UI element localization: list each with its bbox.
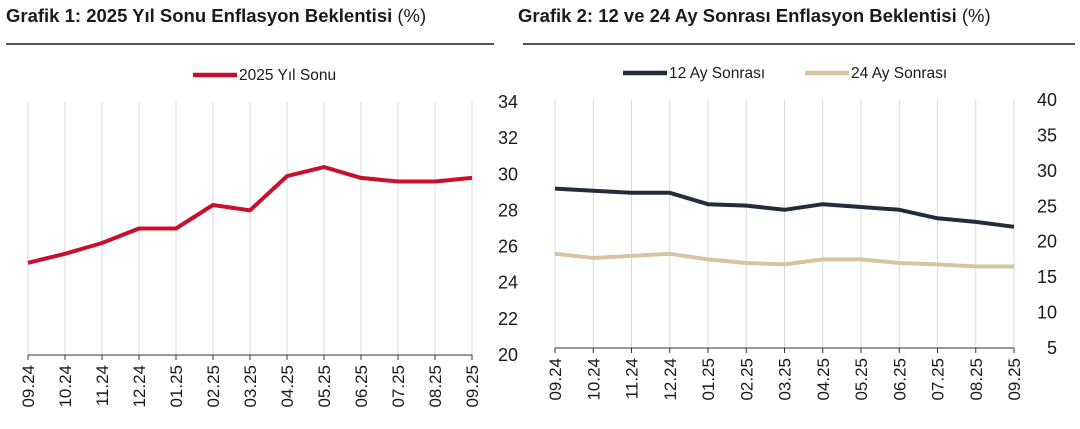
chart2-y-tick-label: 10: [1037, 303, 1057, 323]
chart2-x-tick-label: 09.24: [546, 358, 565, 401]
chart1-y-tick-label: 20: [498, 345, 518, 365]
chart2-y-tick-label: 15: [1037, 267, 1057, 287]
chart1-x-tick-label: 09.25: [463, 365, 482, 408]
chart1-x-tick-label: 06.25: [352, 365, 371, 408]
chart2-y-tick-label: 40: [1037, 90, 1057, 110]
chart1-x-tick-label: 10.24: [56, 365, 75, 408]
chart2-x-tick-label: 01.25: [699, 358, 718, 401]
chart1-x-tick-label: 07.25: [389, 365, 408, 408]
chart2-legend-label-2: 24 Ay Sonrası: [851, 65, 947, 82]
chart1-series-line-1: [27, 165, 473, 265]
chart2-title: Grafik 2: 12 ve 24 Ay Sonrası Enflasyon …: [518, 5, 991, 26]
chart1-y-tick-label: 26: [498, 237, 518, 257]
chart1-x-tick-label: 09.24: [19, 365, 38, 408]
chart2-x-tick-label: 10.24: [584, 358, 603, 401]
chart2-series-line-2: [554, 251, 1014, 269]
chart1-x-tick-label: 05.25: [315, 365, 334, 408]
chart1-plot: 09.24 10.24 11.24 12.24 01.25 02.25 03.25 04.25…: [19, 67, 518, 408]
chart1-y-tick-label: 32: [498, 128, 518, 148]
chart2-x-tick-label: 02.25: [737, 358, 756, 401]
chart1-x-tick-label: 04.25: [278, 365, 297, 408]
chart1-title: Grafik 1: 2025 Yıl Sonu Enflasyon Beklen…: [6, 5, 427, 26]
chart2-y-tick-label: 25: [1037, 196, 1057, 216]
chart1-x-tick-label: 03.25: [241, 365, 260, 408]
chart2-y-tick-label: 5: [1047, 338, 1057, 358]
chart1-y-tick-label: 34: [498, 92, 518, 112]
chart2-y-tick-label: 20: [1037, 232, 1057, 252]
chart2-x-tick-label: 05.25: [852, 358, 871, 401]
chart1-y-tick-label: 22: [498, 309, 518, 329]
chart2-x-tick-label: 06.25: [890, 358, 909, 401]
chart1-x-tick-label: 12.24: [130, 365, 149, 408]
chart1-y-tick-label: 30: [498, 164, 518, 184]
chart2-x-tick-label: 07.25: [929, 358, 948, 401]
chart1-x-tick-label: 02.25: [204, 365, 223, 408]
chart1-x-tick-label: 11.24: [93, 365, 112, 406]
chart2-y-tick-label: 30: [1037, 161, 1057, 181]
chart1-legend-label-1: 2025 Yıl Sonu: [239, 67, 336, 84]
chart2-x-tick-label: 11.24: [623, 358, 642, 399]
chart2-x-tick-label: 12.24: [661, 358, 680, 401]
chart2-title-rule: [523, 43, 1075, 45]
chart2-y-tick-label: 35: [1037, 125, 1057, 145]
chart2-x-tick-label: 08.25: [967, 358, 986, 401]
chart1-y-tick-label: 28: [498, 200, 518, 220]
chart2-x-tick-label: 04.25: [814, 358, 833, 401]
chart1-x-tick-label: 08.25: [426, 365, 445, 408]
chart2-series-line-1: [554, 186, 1015, 229]
chart1-x-tick-label: 01.25: [167, 365, 186, 408]
chart2-x-tick-label: 09.25: [1005, 358, 1024, 401]
chart2-legend-label-1: 12 Ay Sonrası: [669, 65, 765, 82]
chart1-title-rule: [6, 43, 494, 45]
chart2-x-tick-label: 03.25: [776, 358, 795, 401]
chart1-y-tick-label: 24: [498, 273, 518, 293]
